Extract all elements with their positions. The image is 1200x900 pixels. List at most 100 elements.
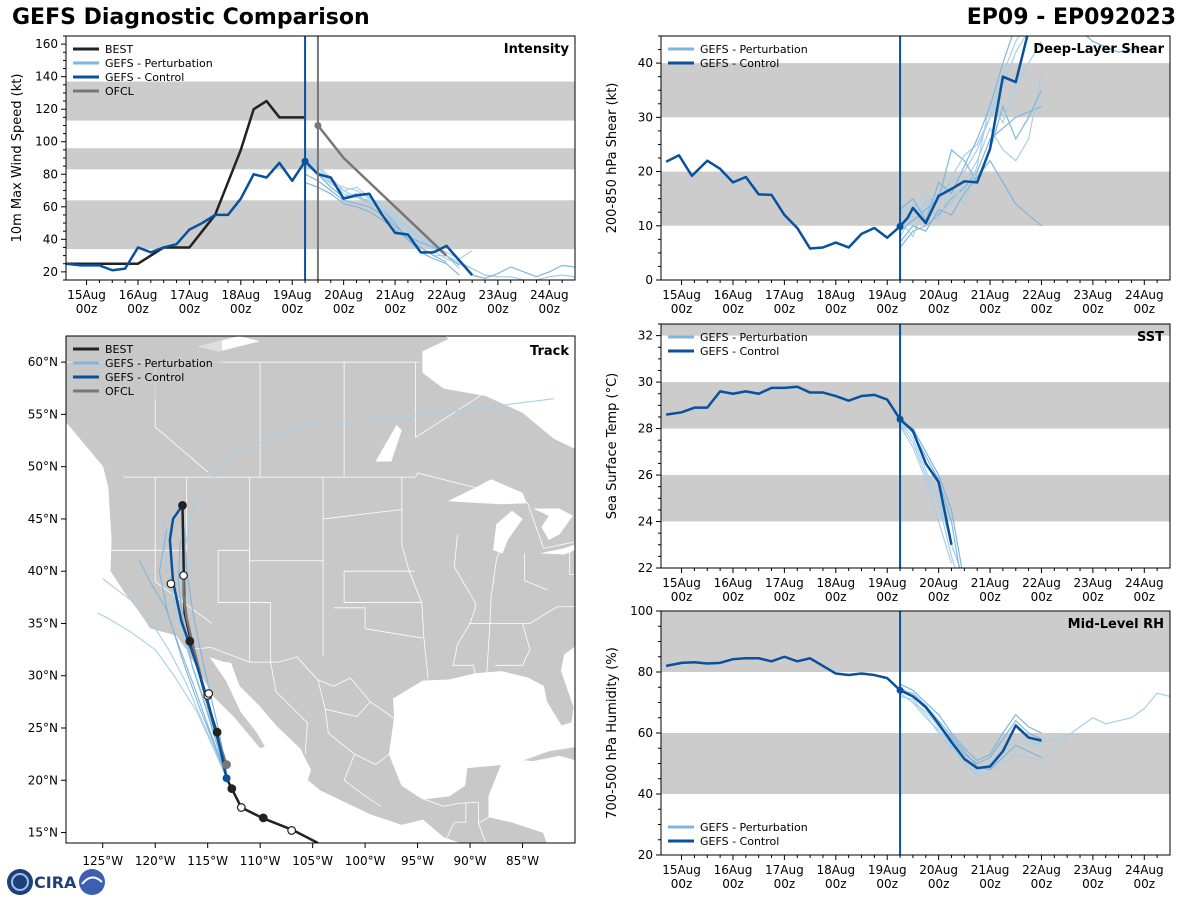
boundary-5 xyxy=(111,477,188,551)
sst-xtick-date-5: 20Aug xyxy=(919,576,958,590)
boundary-28 xyxy=(317,679,371,717)
boundary-13 xyxy=(333,607,423,639)
shear-xtick-hour-5: 00z xyxy=(928,302,950,316)
sst-legend-label-1: GEFS - Control xyxy=(700,345,779,358)
sst-xtick-hour-6: 00z xyxy=(979,590,1001,604)
track-panel: 15°N 20°N 25°N 30°N 35°N 40°N 45°N 50°N 55°N 60°N… xyxy=(28,335,615,868)
boundary-16 xyxy=(524,553,548,591)
track-perturbation-line-2 xyxy=(102,578,228,779)
shear-xtick-date-7: 22Aug xyxy=(1022,288,1061,302)
track-lon-label-8: 85°W xyxy=(506,854,539,868)
boundary-29 xyxy=(324,709,376,765)
rh-ylabel: 700-500 hPa Humidity (%) xyxy=(605,647,620,819)
track-perturbation-line-7 xyxy=(158,529,228,779)
lake-1 xyxy=(493,510,523,554)
sst-xtick-date-1: 16Aug xyxy=(714,576,753,590)
logo-badge-icon xyxy=(79,869,105,895)
track-frame xyxy=(65,335,576,844)
intensity-xtick-date-6: 21Aug xyxy=(376,288,415,302)
rh-init-marker xyxy=(896,686,904,694)
shear-series-control xyxy=(665,36,1029,250)
sst-xtick-hour-8: 00z xyxy=(1082,590,1104,604)
sst-perturbation-line-0 xyxy=(899,421,961,568)
sst-perturbation-line-2 xyxy=(899,423,956,568)
intensity-ytick-label-5: 120 xyxy=(35,102,58,116)
boundary-34 xyxy=(443,801,479,807)
rh-legend-label-1: GEFS - Control xyxy=(700,835,779,848)
intensity-band-2 xyxy=(66,81,575,121)
intensity-xtick-hour-0: 00z xyxy=(76,302,98,316)
intensity-band-0 xyxy=(66,200,575,250)
rh-xtick-hour-3: 00z xyxy=(825,877,847,891)
track-legend-label-0: BEST xyxy=(105,343,133,356)
sst-ylabel: Sea Surface Temp (°C) xyxy=(605,373,620,520)
sst-ytick-label-5: 32 xyxy=(638,329,653,343)
track-best-marker-2 xyxy=(236,803,246,812)
boundary-33 xyxy=(423,798,444,807)
sst-plot-area xyxy=(661,324,1170,568)
boundary-36 xyxy=(477,816,490,843)
track-lon-label-2: 115°W xyxy=(187,854,228,868)
lake-4 xyxy=(577,528,615,536)
track-best-marker-0 xyxy=(287,826,297,835)
intensity-ofcl-marker xyxy=(314,121,322,129)
shear-xtick-date-4: 19Aug xyxy=(868,288,907,302)
rh-xtick-hour-5: 00z xyxy=(928,877,950,891)
sst-ytick-label-2: 26 xyxy=(638,468,653,482)
track-best-marker-1 xyxy=(258,813,268,823)
intensity-plot-area xyxy=(66,36,575,280)
sst-xtick-hour-3: 00z xyxy=(825,590,847,604)
boundary-27 xyxy=(270,662,308,724)
lake-2 xyxy=(533,508,573,540)
track-lat-label-7: 50°N xyxy=(28,460,58,474)
shear-xtick-hour-2: 00z xyxy=(774,302,796,316)
rh-series-control xyxy=(665,655,1042,770)
shear-ylabel: 200-850 hPa Shear (kt) xyxy=(605,83,620,234)
shear-ytick-label-2: 20 xyxy=(638,165,653,179)
rh-xtick-hour-4: 00z xyxy=(876,877,898,891)
logo-swoosh-icon xyxy=(81,876,103,885)
intensity-legend-label-2: GEFS - Control xyxy=(105,71,184,84)
boundary-11 xyxy=(401,477,429,679)
intensity-xtick-hour-6: 00z xyxy=(384,302,406,316)
shear-plot-area xyxy=(661,36,1170,280)
cira-logo: CIRA xyxy=(7,869,105,895)
intensity-xtick-date-4: 19Aug xyxy=(273,288,312,302)
intensity-xtick-date-5: 20Aug xyxy=(324,288,363,302)
rh-band-1 xyxy=(661,611,1170,672)
rh-xtick-date-2: 17Aug xyxy=(765,863,804,877)
boundary-9 xyxy=(343,570,415,603)
storm-id: EP09 - EP092023 xyxy=(966,5,1176,30)
boundary-31 xyxy=(343,753,382,807)
rh-legend-label-0: GEFS - Perturbation xyxy=(700,821,808,834)
shear-xtick-date-1: 16Aug xyxy=(714,288,753,302)
shear-perturbation-line-6 xyxy=(899,36,1020,227)
shear-xtick-hour-6: 00z xyxy=(979,302,1001,316)
track-lon-label-1: 120°W xyxy=(135,854,176,868)
track-control-start-marker xyxy=(222,774,231,783)
intensity-legend-label-3: OFCL xyxy=(105,85,135,98)
logo-globe-icon xyxy=(7,869,33,895)
sst-xtick-hour-0: 00z xyxy=(671,590,693,604)
boundary-19 xyxy=(569,550,575,575)
shear-perturbation-line-5 xyxy=(899,159,1042,243)
intensity-init-marker xyxy=(301,157,309,165)
track-best-marker-3 xyxy=(227,784,237,794)
intensity-ytick-label-7: 160 xyxy=(35,37,58,51)
boundary-17 xyxy=(495,623,531,666)
track-plot-area xyxy=(66,336,615,843)
rh-xtick-date-5: 20Aug xyxy=(919,863,958,877)
intensity-series-control xyxy=(66,160,474,276)
rh-ytick-label-4: 100 xyxy=(630,604,653,618)
sst-band-2 xyxy=(661,324,1170,336)
shear-xtick-date-2: 17Aug xyxy=(765,288,804,302)
shear-panel: 01020304015Aug00z16Aug00z17Aug00z18Aug00… xyxy=(605,35,1171,316)
sst-band-0 xyxy=(661,475,1170,522)
shear-xtick-hour-7: 00z xyxy=(1031,302,1053,316)
shear-xtick-date-0: 15Aug xyxy=(662,288,701,302)
rh-perturbation-line-4 xyxy=(899,692,1068,777)
shear-xtick-hour-9: 00z xyxy=(1134,302,1156,316)
rh-ytick-label-2: 60 xyxy=(638,726,653,740)
shear-band-1 xyxy=(661,63,1170,118)
